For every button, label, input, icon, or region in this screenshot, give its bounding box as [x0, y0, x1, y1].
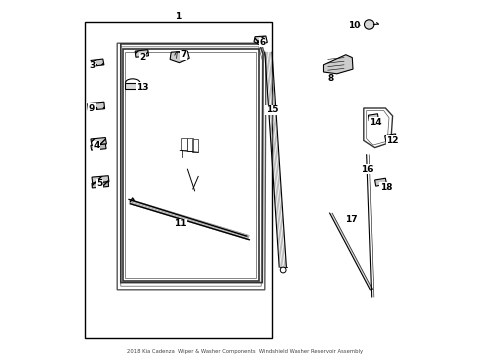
Text: 4: 4: [94, 141, 100, 150]
Text: 12: 12: [386, 136, 399, 145]
Text: 8: 8: [327, 74, 334, 83]
Polygon shape: [135, 50, 148, 57]
Text: 14: 14: [369, 118, 382, 127]
Bar: [187, 138, 193, 151]
Circle shape: [365, 20, 374, 29]
Bar: [193, 139, 198, 152]
Polygon shape: [374, 178, 387, 186]
Text: 18: 18: [380, 183, 392, 192]
Polygon shape: [368, 114, 378, 121]
Polygon shape: [385, 134, 397, 143]
Text: 7: 7: [181, 50, 187, 59]
Circle shape: [280, 267, 286, 273]
Bar: [85, 22, 272, 338]
Text: 3: 3: [89, 61, 95, 70]
Polygon shape: [170, 51, 189, 63]
Text: 9: 9: [89, 104, 95, 112]
Polygon shape: [254, 36, 268, 45]
Text: 15: 15: [266, 105, 278, 114]
Text: 16: 16: [361, 165, 374, 174]
Text: 17: 17: [345, 215, 358, 224]
Bar: [181, 138, 187, 150]
Text: 11: 11: [174, 219, 187, 228]
Text: 2: 2: [139, 53, 146, 62]
Text: 6: 6: [259, 38, 266, 47]
Text: 10: 10: [347, 21, 360, 30]
Polygon shape: [92, 176, 109, 183]
Text: 2018 Kia Cadenza  Wiper & Washer Components  Windshield Washer Reservoir Assembl: 2018 Kia Cadenza Wiper & Washer Componen…: [127, 348, 363, 354]
Polygon shape: [125, 83, 140, 89]
Polygon shape: [323, 55, 353, 74]
Polygon shape: [91, 144, 106, 150]
Polygon shape: [92, 182, 109, 188]
Polygon shape: [91, 138, 106, 145]
Polygon shape: [91, 59, 104, 66]
Text: 13: 13: [136, 83, 148, 91]
Polygon shape: [88, 102, 104, 110]
Text: 5: 5: [96, 179, 102, 188]
Text: 1: 1: [175, 12, 181, 21]
